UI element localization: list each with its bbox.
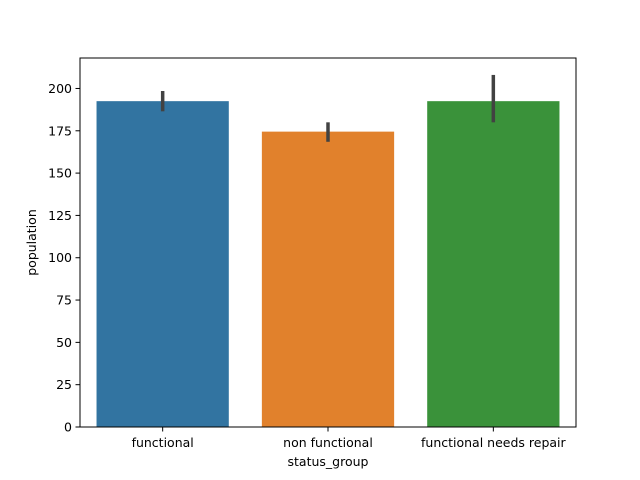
y-axis-label: population	[24, 209, 39, 276]
bar	[427, 101, 560, 427]
x-tick-label: non functional	[283, 435, 373, 450]
y-tick-label: 0	[64, 420, 72, 435]
y-tick-label: 75	[56, 293, 72, 308]
bar	[261, 131, 395, 427]
x-axis-label: status_group	[288, 454, 369, 469]
y-tick-label: 25	[56, 377, 72, 392]
x-axis: functional non functional functional needs…	[132, 427, 567, 450]
y-tick-label: 100	[48, 250, 72, 265]
x-tick-label: functional needs repair	[421, 435, 567, 450]
y-tick-label: 125	[48, 208, 72, 223]
bar	[96, 101, 229, 427]
y-tick-label: 200	[48, 81, 72, 96]
y-tick-label: 175	[48, 123, 72, 138]
y-axis: 0 25 50 75 100 125 150 175 200	[48, 81, 80, 435]
x-tick-label: functional	[132, 435, 194, 450]
y-tick-label: 50	[56, 335, 72, 350]
y-tick-label: 150	[48, 166, 72, 181]
